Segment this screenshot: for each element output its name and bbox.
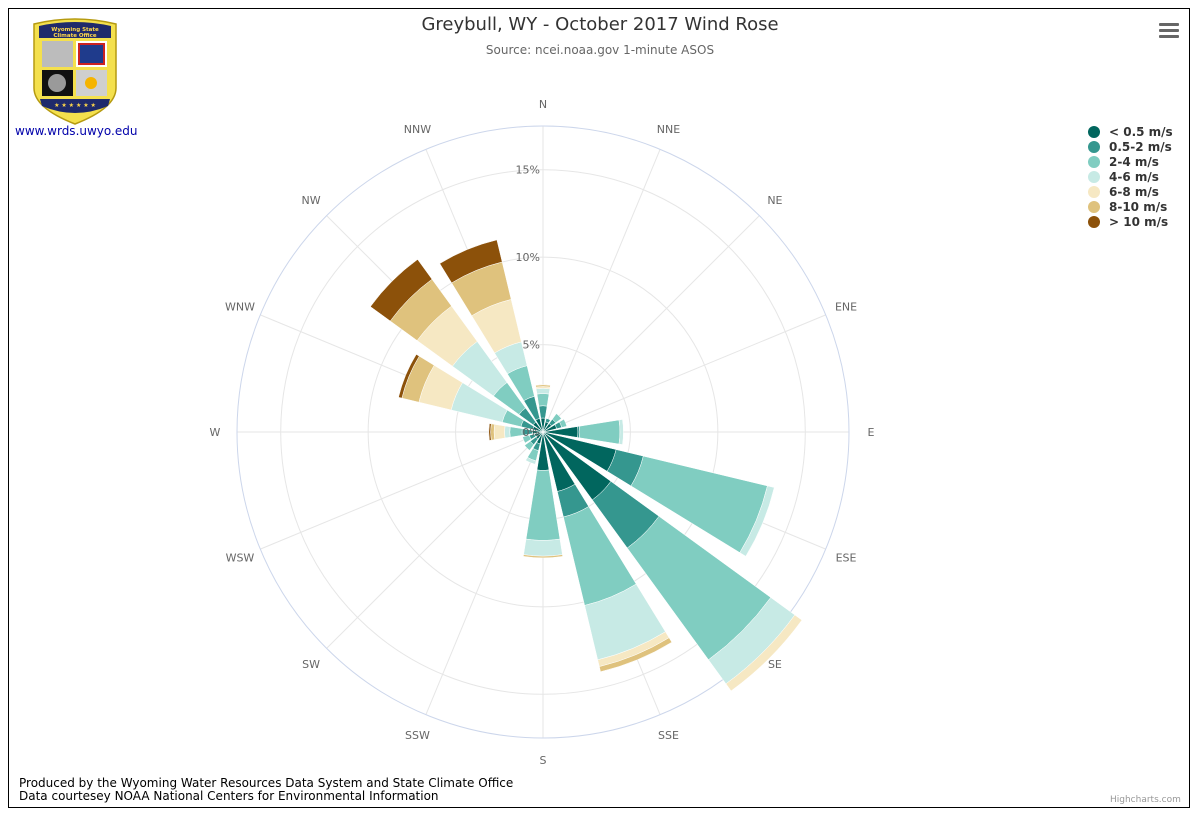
grid-spoke bbox=[542, 215, 760, 433]
grid-spoke bbox=[260, 431, 544, 550]
direction-label-sse: SSE bbox=[658, 729, 679, 742]
footer-line-2: Data courtesey NOAA National Centers for… bbox=[19, 789, 439, 803]
direction-label-sw: SW bbox=[302, 658, 320, 671]
polar-boundary bbox=[236, 125, 850, 739]
wind-bar-w-series-2[interactable] bbox=[509, 426, 523, 438]
wind-bar-se-series-4[interactable] bbox=[725, 614, 803, 692]
legend-item[interactable]: < 0.5 m/s bbox=[1088, 124, 1173, 139]
grid-spoke bbox=[542, 314, 826, 433]
legend-swatch bbox=[1088, 215, 1100, 228]
direction-label-ssw: SSW bbox=[405, 729, 430, 742]
wind-bar-ene-series-2[interactable] bbox=[559, 418, 568, 428]
direction-label-n: N bbox=[539, 98, 547, 111]
logo-text-line-2: Climate Office bbox=[53, 33, 97, 39]
wind-bar-n-series-5[interactable] bbox=[535, 384, 551, 388]
legend-label: 2-4 m/s bbox=[1109, 154, 1159, 169]
wind-bar-sw-series-2[interactable] bbox=[524, 440, 535, 451]
grid-circle bbox=[280, 169, 806, 695]
direction-label-e: E bbox=[868, 426, 875, 439]
wind-bar-n-series-1[interactable] bbox=[538, 405, 548, 419]
legend-label: 4-6 m/s bbox=[1109, 169, 1159, 184]
wind-bar-w-series-3[interactable] bbox=[504, 425, 511, 439]
wind-bar-ese-series-3[interactable] bbox=[739, 485, 775, 557]
direction-label-se: SE bbox=[768, 658, 782, 671]
legend-swatch bbox=[1088, 140, 1100, 153]
wind-rose-bars bbox=[370, 239, 803, 692]
legend-swatch bbox=[1088, 155, 1100, 168]
direction-label-ne: NE bbox=[767, 194, 782, 207]
legend-swatch bbox=[1088, 125, 1100, 138]
direction-label-s: S bbox=[540, 754, 547, 767]
legend-item[interactable]: 8-10 m/s bbox=[1088, 199, 1173, 214]
hamburger-menu-icon[interactable] bbox=[1157, 20, 1181, 40]
highcharts-credits[interactable]: Highcharts.com bbox=[1110, 795, 1181, 805]
wind-bar-n-series-2[interactable] bbox=[536, 393, 550, 407]
direction-label-wsw: WSW bbox=[226, 552, 255, 565]
wind-bar-sse-series-5[interactable] bbox=[599, 637, 673, 673]
wind-bar-s-series-3[interactable] bbox=[523, 538, 563, 557]
radial-tick-label: 5% bbox=[523, 339, 540, 352]
legend-label: 8-10 m/s bbox=[1109, 199, 1168, 214]
website-link[interactable]: www.wrds.uwyo.edu bbox=[15, 124, 138, 138]
wind-bar-w-series-4[interactable] bbox=[493, 424, 506, 440]
legend-swatch bbox=[1088, 185, 1100, 198]
chart-subtitle: Source: ncei.noaa.gov 1-minute ASOS bbox=[485, 43, 715, 57]
legend-label: 6-8 m/s bbox=[1109, 184, 1159, 199]
legend-label: 0.5-2 m/s bbox=[1109, 139, 1172, 154]
direction-label-w: W bbox=[210, 426, 221, 439]
footer-line-1: Produced by the Wyoming Water Resources … bbox=[19, 776, 514, 790]
grid-spoke bbox=[326, 431, 544, 649]
radial-tick-label: 15% bbox=[516, 164, 540, 177]
wind-bar-nne-series-1[interactable] bbox=[545, 418, 551, 424]
wind-bar-ssw-series-3[interactable] bbox=[525, 457, 537, 465]
wind-bar-ne-series-2[interactable] bbox=[551, 413, 562, 424]
direction-label-wnw: WNW bbox=[225, 300, 255, 313]
direction-label-nnw: NNW bbox=[404, 123, 431, 136]
direction-label-ene: ENE bbox=[835, 300, 857, 313]
wind-bar-w-series-5[interactable] bbox=[490, 423, 495, 441]
axis-labels: N NNE NE ENE E ESE SE SSE S SSW SW WSW W WNW NW NNW 0% 5%… bbox=[210, 98, 875, 767]
legend-item[interactable]: 2-4 m/s bbox=[1088, 154, 1173, 169]
legend-item[interactable]: 0.5-2 m/s bbox=[1088, 139, 1173, 154]
grid-circle bbox=[367, 256, 719, 608]
legend-swatch bbox=[1088, 200, 1100, 213]
legend-label: < 0.5 m/s bbox=[1109, 124, 1173, 139]
wind-bar-e-series-2[interactable] bbox=[578, 419, 621, 445]
logo-text-line-1: Wyoming State bbox=[51, 27, 99, 33]
wind-bar-nw-series-6[interactable] bbox=[370, 259, 433, 322]
chart-frame bbox=[8, 8, 1190, 808]
svg-text:★ ★ ★ ★ ★ ★: ★ ★ ★ ★ ★ ★ bbox=[54, 102, 96, 109]
direction-label-nw: NW bbox=[302, 194, 321, 207]
legend-item[interactable]: > 10 m/s bbox=[1088, 214, 1173, 229]
legend-item[interactable]: 4-6 m/s bbox=[1088, 169, 1173, 184]
radial-tick-label: 10% bbox=[516, 251, 540, 264]
footer: Produced by the Wyoming Water Resources … bbox=[19, 777, 513, 803]
legend-item[interactable]: 6-8 m/s bbox=[1088, 184, 1173, 199]
legend-label: > 10 m/s bbox=[1109, 214, 1169, 229]
wind-bar-e-series-3[interactable] bbox=[618, 419, 624, 445]
direction-label-nne: NNE bbox=[657, 123, 680, 136]
wind-bar-w-series-6[interactable] bbox=[488, 423, 492, 441]
grid-spoke bbox=[542, 149, 661, 433]
legend-swatch bbox=[1088, 170, 1100, 183]
direction-label-ese: ESE bbox=[836, 552, 857, 565]
wind-bar-nnw-series-6[interactable] bbox=[439, 239, 503, 284]
wind-bar-wnw-series-6[interactable] bbox=[398, 353, 420, 399]
wyoming-state-climate-office-logo: Wyoming State Climate Office ★ ★ ★ ★ ★ ★ bbox=[33, 18, 117, 125]
wind-bar-n-series-3[interactable] bbox=[535, 388, 551, 395]
legend: < 0.5 m/s 0.5-2 m/s 2-4 m/s 4-6 m/s 6-8 m/s 8… bbox=[1088, 124, 1173, 229]
radial-tick-label: 0% bbox=[523, 426, 540, 439]
wind-bar-wsw-series-2[interactable] bbox=[522, 434, 532, 444]
wind-bar-s-series-5[interactable] bbox=[523, 554, 563, 559]
chart-title: Greybull, WY - October 2017 Wind Rose bbox=[421, 14, 779, 35]
grid-spoke bbox=[425, 431, 544, 715]
